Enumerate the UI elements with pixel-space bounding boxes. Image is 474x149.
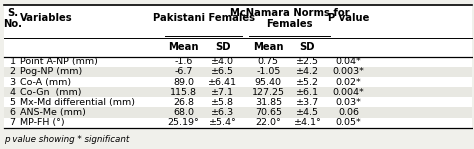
Text: 5: 5	[9, 98, 16, 107]
Text: Pog-NP (mm): Pog-NP (mm)	[20, 67, 82, 76]
Text: 0.06: 0.06	[338, 108, 359, 117]
Text: 0.75: 0.75	[258, 57, 279, 66]
Text: p value showing * significant: p value showing * significant	[4, 135, 130, 144]
Bar	[4, 57, 473, 67]
Text: 0.03*: 0.03*	[336, 98, 361, 107]
Text: 4: 4	[9, 88, 16, 97]
Text: Variables: Variables	[20, 13, 73, 23]
Text: -1.05: -1.05	[256, 67, 281, 76]
Bar	[4, 118, 473, 128]
Text: McNamara Norms for
Females: McNamara Norms for Females	[230, 8, 349, 29]
Text: ±4.1°: ±4.1°	[293, 118, 321, 127]
Text: ±6.5: ±6.5	[211, 67, 234, 76]
Text: Mean: Mean	[253, 42, 283, 52]
Text: 89.0: 89.0	[173, 78, 194, 87]
Text: 6: 6	[9, 108, 16, 117]
Bar	[4, 67, 473, 77]
Bar	[4, 87, 473, 97]
Text: -1.6: -1.6	[174, 57, 193, 66]
Text: SD: SD	[300, 42, 315, 52]
Text: MP-FH (°): MP-FH (°)	[20, 118, 64, 127]
Text: ±3.7: ±3.7	[296, 98, 319, 107]
Text: 22.0°: 22.0°	[255, 118, 281, 127]
Text: ANS-Me (mm): ANS-Me (mm)	[20, 108, 86, 117]
Text: 95.40: 95.40	[255, 78, 282, 87]
Text: ±6.1: ±6.1	[296, 88, 319, 97]
Text: Co-Gn  (mm): Co-Gn (mm)	[20, 88, 82, 97]
Bar	[4, 107, 473, 118]
Text: 127.25: 127.25	[252, 88, 285, 97]
Text: -6.7: -6.7	[174, 67, 193, 76]
Text: ±4.2: ±4.2	[296, 67, 319, 76]
Bar	[4, 97, 473, 107]
Text: 68.0: 68.0	[173, 108, 194, 117]
Text: 115.8: 115.8	[170, 88, 197, 97]
Text: P value: P value	[328, 13, 369, 23]
Text: 3: 3	[9, 78, 16, 87]
Text: ±6.3: ±6.3	[211, 108, 234, 117]
Text: ±6.41: ±6.41	[208, 78, 237, 87]
Text: ±5.2: ±5.2	[296, 78, 319, 87]
Bar	[4, 5, 473, 57]
Text: Mx-Md differential (mm): Mx-Md differential (mm)	[20, 98, 135, 107]
Text: SD: SD	[215, 42, 230, 52]
Text: Pakistani Females: Pakistani Females	[153, 13, 255, 23]
Text: 7: 7	[9, 118, 16, 127]
Text: 31.85: 31.85	[255, 98, 282, 107]
Text: 25.19°: 25.19°	[168, 118, 200, 127]
Text: 0.05*: 0.05*	[336, 118, 361, 127]
Text: ±2.5: ±2.5	[296, 57, 319, 66]
Text: ±5.8: ±5.8	[211, 98, 234, 107]
Text: 1: 1	[9, 57, 16, 66]
Text: ±5.4°: ±5.4°	[209, 118, 237, 127]
Text: ±4.0: ±4.0	[211, 57, 234, 66]
Text: ±7.1: ±7.1	[211, 88, 234, 97]
Text: ±4.5: ±4.5	[296, 108, 319, 117]
Text: 0.04*: 0.04*	[336, 57, 361, 66]
Text: 2: 2	[9, 67, 16, 76]
Text: 70.65: 70.65	[255, 108, 282, 117]
Text: S.
No.: S. No.	[3, 8, 22, 29]
Text: 26.8: 26.8	[173, 98, 194, 107]
Text: 0.004*: 0.004*	[333, 88, 365, 97]
Bar	[4, 77, 473, 87]
Text: 0.02*: 0.02*	[336, 78, 361, 87]
Text: 0.003*: 0.003*	[332, 67, 365, 76]
Text: Point A-NP (mm): Point A-NP (mm)	[20, 57, 98, 66]
Text: Co-A (mm): Co-A (mm)	[20, 78, 71, 87]
Text: Mean: Mean	[168, 42, 199, 52]
